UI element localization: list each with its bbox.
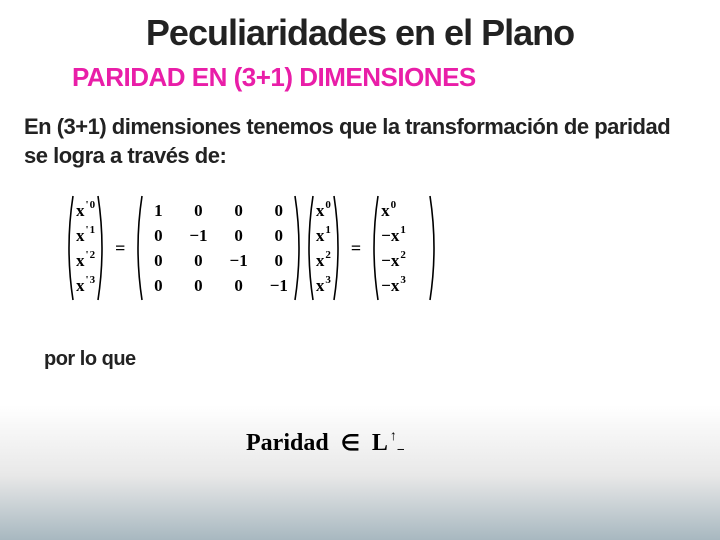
var-sup: 3 bbox=[400, 274, 406, 286]
var-base: x bbox=[76, 251, 85, 271]
matrix-cell: 0 bbox=[230, 201, 248, 221]
var-prime: ' bbox=[86, 274, 89, 286]
lorentz-L: L bbox=[372, 430, 388, 456]
conclusion-label: por lo que bbox=[44, 348, 720, 371]
var-prime: ' bbox=[86, 249, 89, 261]
rparen-icon bbox=[294, 194, 304, 302]
vec-cell: x0 bbox=[381, 198, 427, 223]
equals-icon: = bbox=[351, 238, 361, 259]
var-sup: 1 bbox=[325, 224, 331, 236]
rparen-icon bbox=[97, 194, 107, 302]
vec-cell: − x3 bbox=[381, 273, 427, 298]
lparen-icon bbox=[133, 194, 143, 302]
vec-cell: x'1 bbox=[76, 223, 95, 248]
vector-x: x0 x1 x2 x3 bbox=[316, 198, 331, 298]
sign-prefix: − bbox=[381, 276, 391, 296]
vec-cell: x0 bbox=[316, 198, 331, 223]
matrix-cell: 0 bbox=[189, 251, 207, 271]
var-base: x bbox=[76, 201, 85, 221]
matrix-cell: 0 bbox=[230, 276, 248, 296]
var-sup: 2 bbox=[325, 249, 331, 261]
var-base: x bbox=[316, 251, 325, 271]
matrix-cell: 0 bbox=[270, 201, 288, 221]
matrix-cell: 0 bbox=[230, 226, 248, 246]
vec-cell: x1 bbox=[316, 223, 331, 248]
intro-paragraph: En (3+1) dimensiones tenemos que la tran… bbox=[24, 113, 696, 170]
matrix-cell: 0 bbox=[149, 276, 167, 296]
minus-subscript: − bbox=[397, 443, 405, 458]
matrix-cell: 0 bbox=[270, 251, 288, 271]
matrix-cell: −1 bbox=[230, 251, 248, 271]
page-title: Peculiaridades en el Plano bbox=[0, 0, 720, 54]
vector-result: x0 − x1 − x2 − x3 bbox=[381, 198, 427, 298]
sign-prefix: − bbox=[381, 251, 391, 271]
var-sup: 0 bbox=[90, 199, 96, 211]
arrow-up-icon: ↑ bbox=[390, 429, 397, 444]
matrix-cell: 0 bbox=[149, 226, 167, 246]
var-prime: ' bbox=[86, 199, 89, 211]
equals-icon: = bbox=[115, 238, 125, 259]
vec-cell: x3 bbox=[316, 273, 331, 298]
var-sup: 1 bbox=[400, 224, 406, 236]
vector-x-prime: x'0 x'1 x'2 x'3 bbox=[76, 198, 95, 298]
var-sup: 2 bbox=[400, 249, 406, 261]
vec-cell: − x2 bbox=[381, 248, 427, 273]
var-sup: 0 bbox=[325, 199, 331, 211]
var-base: x bbox=[316, 201, 325, 221]
lparen-icon bbox=[64, 194, 74, 302]
var-base: x bbox=[391, 226, 400, 246]
paridad-membership: Paridad ∈ L↑− bbox=[246, 430, 405, 457]
paridad-label: Paridad bbox=[246, 430, 329, 456]
vec-cell: x'0 bbox=[76, 198, 95, 223]
var-base: x bbox=[76, 276, 85, 296]
var-sup: 1 bbox=[90, 224, 96, 236]
lparen-icon bbox=[369, 194, 379, 302]
matrix-cell: −1 bbox=[189, 226, 207, 246]
var-prime: ' bbox=[86, 224, 89, 236]
var-base: x bbox=[316, 276, 325, 296]
parity-equation: x'0 x'1 x'2 x'3 = 1000 0−100 00−10 000−1… bbox=[64, 194, 720, 302]
var-base: x bbox=[391, 276, 400, 296]
var-sup: 2 bbox=[90, 249, 96, 261]
var-base: x bbox=[391, 251, 400, 271]
sign-prefix: − bbox=[381, 226, 391, 246]
var-sup: 0 bbox=[391, 199, 397, 211]
var-base: x bbox=[316, 226, 325, 246]
matrix-cell: 0 bbox=[270, 226, 288, 246]
matrix-cell: 0 bbox=[149, 251, 167, 271]
vec-cell: x'3 bbox=[76, 273, 95, 298]
var-sup: 3 bbox=[90, 274, 96, 286]
rparen-icon bbox=[429, 194, 439, 302]
vec-cell: − x1 bbox=[381, 223, 427, 248]
matrix-cell: −1 bbox=[270, 276, 288, 296]
subtitle: PARIDAD EN (3+1) DIMENSIONES bbox=[72, 62, 720, 93]
vec-cell: x2 bbox=[316, 248, 331, 273]
vec-cell: x'2 bbox=[76, 248, 95, 273]
matrix-cell: 0 bbox=[189, 276, 207, 296]
matrix-cell: 0 bbox=[189, 201, 207, 221]
element-of-icon: ∈ bbox=[341, 430, 360, 455]
parity-matrix: 1 0 0 0 0 −1 0 0 0 0 −1 0 0 0 0 −1 bbox=[149, 198, 288, 298]
var-base: x bbox=[381, 201, 390, 221]
rparen-icon bbox=[333, 194, 343, 302]
var-base: x bbox=[76, 226, 85, 246]
matrix-cell: 1 bbox=[149, 201, 167, 221]
var-sup: 3 bbox=[325, 274, 331, 286]
lparen-icon bbox=[304, 194, 314, 302]
